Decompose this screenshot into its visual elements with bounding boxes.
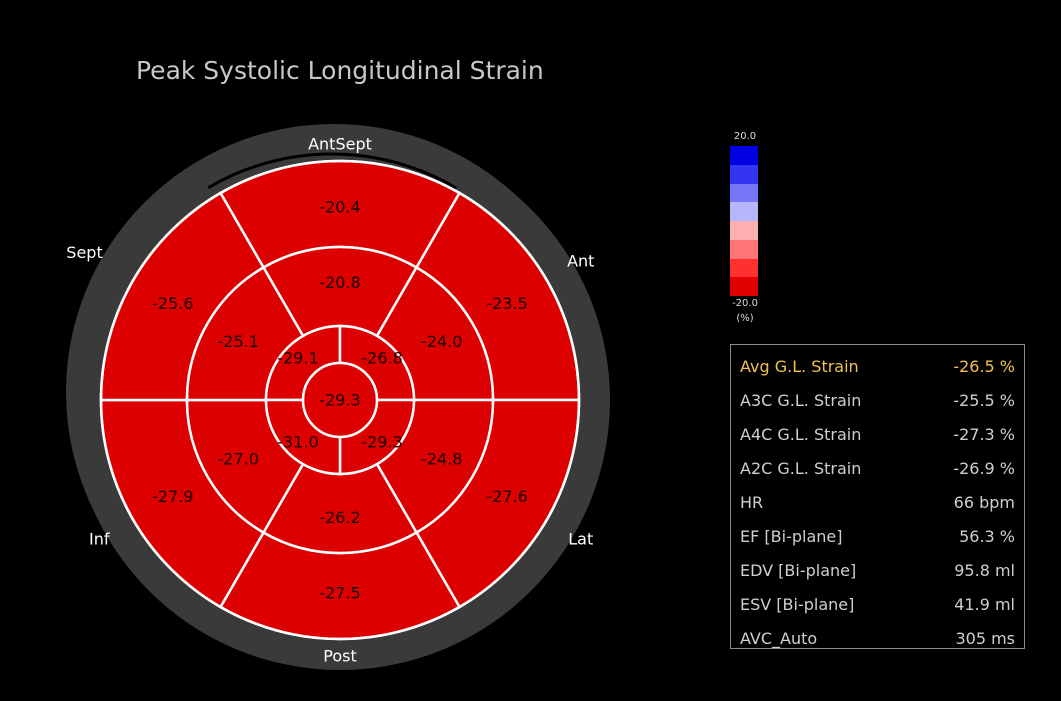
measurement-value: 305 ms — [955, 629, 1015, 648]
measurement-row: Avg G.L. Strain -26.5 % — [731, 349, 1024, 383]
apical-value-lower-left: -31.0 — [277, 433, 318, 452]
apical-value-upper-right: -26.8 — [361, 348, 402, 367]
region-label-sept: Sept — [66, 243, 102, 262]
outer-ring-swirl — [86, 152, 578, 644]
measurement-value: 66 bpm — [953, 493, 1015, 512]
color-scale-swatch — [730, 277, 758, 296]
basal-value-sept: -25.6 — [152, 294, 193, 313]
apical-value-lower-right: -29.3 — [361, 433, 402, 452]
color-scale-swatch — [730, 258, 758, 278]
basal-value-antsept: -20.4 — [319, 198, 360, 217]
measurement-row: AVC_Auto 305 ms — [731, 621, 1024, 655]
mid-value-antsept: -20.8 — [319, 273, 360, 292]
apex-value: -29.3 — [319, 391, 360, 410]
measurement-label: ESV [Bi-plane] — [740, 595, 855, 614]
color-scale-swatch — [730, 239, 758, 259]
basal-value-post: -27.5 — [319, 584, 360, 603]
mid-value-post: -26.2 — [319, 508, 360, 527]
measurement-row: A3C G.L. Strain -25.5 % — [731, 383, 1024, 417]
basal-value-lat: -27.6 — [486, 487, 527, 506]
region-label-antsept: AntSept — [308, 135, 372, 154]
mid-value-lat: -24.8 — [421, 449, 462, 468]
measurements-panel: Avg G.L. Strain -26.5 % A3C G.L. Strain -25… — [730, 344, 1025, 649]
measurement-label: A2C G.L. Strain — [740, 459, 862, 478]
mid-value-sept: -25.1 — [218, 332, 259, 351]
color-scale-bar — [730, 146, 758, 296]
measurement-row: A4C G.L. Strain -27.3 % — [731, 417, 1024, 451]
measurement-row: A2C G.L. Strain -26.9 % — [731, 451, 1024, 485]
mid-value-ant: -24.0 — [421, 332, 462, 351]
color-scale-max-label: 20.0 — [733, 131, 757, 142]
region-label-lat: Lat — [568, 530, 593, 549]
mid-value-inf: -27.0 — [218, 449, 259, 468]
measurement-value: 95.8 ml — [954, 561, 1015, 580]
measurement-row: EF [Bi-plane] 56.3 % — [731, 519, 1024, 553]
measurement-label: HR — [740, 493, 764, 512]
measurement-row: ESV [Bi-plane] 41.9 ml — [731, 587, 1024, 621]
basal-value-ant: -23.5 — [486, 294, 527, 313]
measurement-row: EDV [Bi-plane] 95.8 ml — [731, 553, 1024, 587]
measurement-value: -25.5 % — [953, 391, 1015, 410]
chart-title: Peak Systolic Longitudinal Strain — [136, 56, 544, 85]
region-label-ant: Ant — [567, 252, 594, 271]
color-scale-min-label: -20.0 — [732, 298, 758, 309]
measurement-value: -26.5 % — [953, 357, 1015, 376]
color-scale-swatch — [730, 164, 758, 184]
measurement-label: EDV [Bi-plane] — [740, 561, 857, 580]
region-label-inf: Inf — [89, 530, 110, 549]
measurement-value: 41.9 ml — [954, 595, 1015, 614]
measurement-value: -27.3 % — [953, 425, 1015, 444]
basal-value-inf: -27.9 — [152, 487, 193, 506]
color-scale-swatch — [730, 146, 758, 165]
measurement-value: 56.3 % — [959, 527, 1015, 546]
color-scale-swatch — [730, 221, 758, 240]
measurement-value: -26.9 % — [953, 459, 1015, 478]
measurement-label: AVC_Auto — [740, 629, 818, 648]
color-scale-swatch — [730, 202, 758, 221]
measurement-label: A4C G.L. Strain — [740, 425, 862, 444]
bullseye-plot: -20.4 -23.5 -27.6 -27.5 -27.9 -25.6 -20.8 -24.0… — [66, 124, 610, 670]
color-scale-legend: 20.0 -20.0 (%) — [715, 128, 775, 328]
color-scale-unit-label: (%) — [736, 313, 754, 324]
measurement-row: HR 66 bpm — [731, 485, 1024, 519]
color-scale-swatch — [730, 183, 758, 203]
measurement-label: A3C G.L. Strain — [740, 391, 862, 410]
apical-value-upper-left: -29.1 — [277, 348, 318, 367]
bullseye-outer-border — [99, 159, 581, 641]
region-label-post: Post — [323, 647, 356, 666]
measurement-label: EF [Bi-plane] — [740, 527, 843, 546]
apex-segment — [301, 361, 379, 439]
measurement-label: Avg G.L. Strain — [740, 357, 859, 376]
